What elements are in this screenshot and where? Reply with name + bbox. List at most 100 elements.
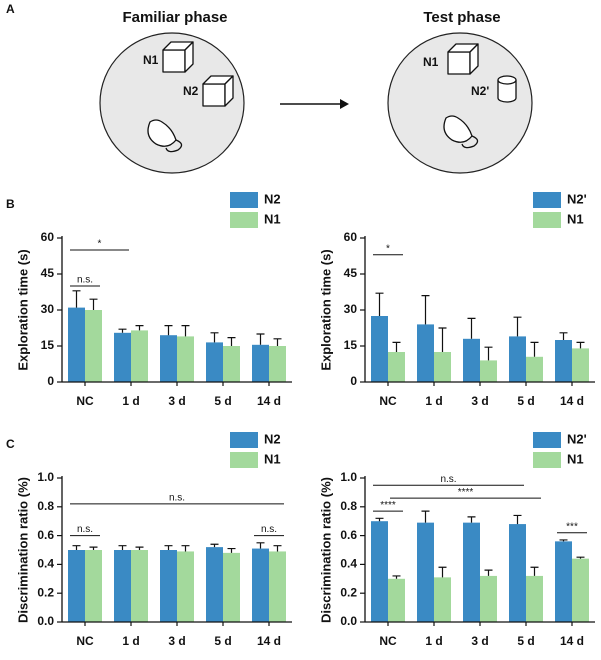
bar xyxy=(223,552,240,622)
x-tick-label: 3 d xyxy=(471,634,488,648)
x-tick-label: 14 d xyxy=(560,394,584,408)
bar xyxy=(114,332,131,382)
bar xyxy=(160,550,177,622)
legend-label: N2' xyxy=(567,431,587,446)
error-bar xyxy=(118,545,127,550)
error-bar xyxy=(256,333,265,345)
legend-swatch xyxy=(230,432,258,448)
y-tick-label: 0.2 xyxy=(37,585,54,599)
object-cube xyxy=(202,75,234,107)
y-tick-label: 0.4 xyxy=(37,557,54,571)
bar xyxy=(509,524,526,622)
x-tick-label: 3 d xyxy=(168,634,185,648)
legend-label: N2 xyxy=(264,191,281,206)
error-bar xyxy=(438,566,447,578)
y-tick-label: 30 xyxy=(344,302,358,316)
error-bar xyxy=(392,575,401,579)
bar xyxy=(572,558,589,622)
error-bar xyxy=(164,545,173,550)
y-axis-label: Discrimination ratio (%) xyxy=(318,477,333,623)
panel-label: B xyxy=(6,197,15,211)
legend-swatch xyxy=(230,192,258,208)
significance-label: **** xyxy=(380,500,396,511)
mouse xyxy=(443,115,479,149)
y-tick-label: 1.0 xyxy=(340,470,357,484)
x-tick-label: 1 d xyxy=(425,634,442,648)
legend-swatch xyxy=(230,212,258,228)
y-tick-label: 0.8 xyxy=(37,499,54,513)
error-bar xyxy=(513,514,522,525)
bar xyxy=(177,336,194,382)
significance-label: *** xyxy=(566,521,578,532)
error-bar xyxy=(576,341,585,349)
x-tick-label: 14 d xyxy=(257,634,281,648)
error-bar xyxy=(135,546,144,550)
y-tick-label: 0.6 xyxy=(340,528,357,542)
legend-swatch xyxy=(533,212,561,228)
error-bar xyxy=(421,295,430,325)
x-tick-label: NC xyxy=(379,634,397,648)
error-bar xyxy=(559,539,568,542)
bar xyxy=(68,307,85,382)
bar xyxy=(177,551,194,622)
y-axis-label: Exploration time (s) xyxy=(318,249,333,370)
legend-swatch xyxy=(533,192,561,208)
error-bar xyxy=(89,298,98,310)
significance-label: n.s. xyxy=(77,524,93,535)
error-bar xyxy=(530,341,539,357)
arrowhead xyxy=(340,99,349,109)
error-bar xyxy=(467,317,476,339)
bar xyxy=(371,521,388,622)
x-tick-label: 1 d xyxy=(122,394,139,408)
bar xyxy=(206,547,223,622)
bar xyxy=(463,338,480,382)
bar xyxy=(463,522,480,622)
y-axis-label: Discrimination ratio (%) xyxy=(15,477,30,623)
x-tick-label: 14 d xyxy=(560,634,584,648)
y-tick-label: 15 xyxy=(41,338,55,352)
error-bar xyxy=(227,547,236,553)
x-tick-label: 5 d xyxy=(517,634,534,648)
error-bar xyxy=(484,569,493,576)
bar xyxy=(555,340,572,382)
chart: Discrimination ratio (%) 0.0 0.2 0.4 0.6 0.8 1… xyxy=(318,431,595,648)
error-bar xyxy=(227,337,236,346)
bar xyxy=(480,575,497,622)
error-bar xyxy=(164,325,173,336)
x-tick-label: NC xyxy=(76,634,94,648)
error-bar xyxy=(89,546,98,550)
significance-label: **** xyxy=(458,487,474,498)
bar xyxy=(131,330,148,382)
error-bar xyxy=(375,292,384,316)
legend-label: N1 xyxy=(567,211,584,226)
bar xyxy=(252,344,269,382)
error-bar xyxy=(530,566,539,576)
bar xyxy=(526,575,543,622)
error-bar xyxy=(72,545,81,550)
bar xyxy=(131,550,148,622)
y-tick-label: 0.6 xyxy=(37,528,54,542)
panel-label: C xyxy=(6,437,15,451)
x-tick-label: 1 d xyxy=(122,634,139,648)
error-bar xyxy=(210,543,219,548)
y-tick-label: 0 xyxy=(350,374,357,388)
object-label: N1 xyxy=(143,53,159,67)
y-axis-label: Exploration time (s) xyxy=(15,249,30,370)
bar xyxy=(68,550,85,622)
error-bar xyxy=(135,325,144,331)
bar xyxy=(434,352,451,382)
object-cube xyxy=(162,41,194,73)
y-tick-label: 0.2 xyxy=(340,585,357,599)
error-bar xyxy=(181,545,190,552)
error-bar xyxy=(421,510,430,523)
error-bar xyxy=(484,346,493,361)
x-tick-label: 1 d xyxy=(425,394,442,408)
bar xyxy=(114,550,131,622)
legend-swatch xyxy=(533,432,561,448)
y-tick-label: 1.0 xyxy=(37,470,54,484)
arena xyxy=(387,32,533,174)
bar xyxy=(555,541,572,622)
bar xyxy=(572,348,589,382)
x-tick-label: 3 d xyxy=(168,394,185,408)
bar xyxy=(417,522,434,622)
